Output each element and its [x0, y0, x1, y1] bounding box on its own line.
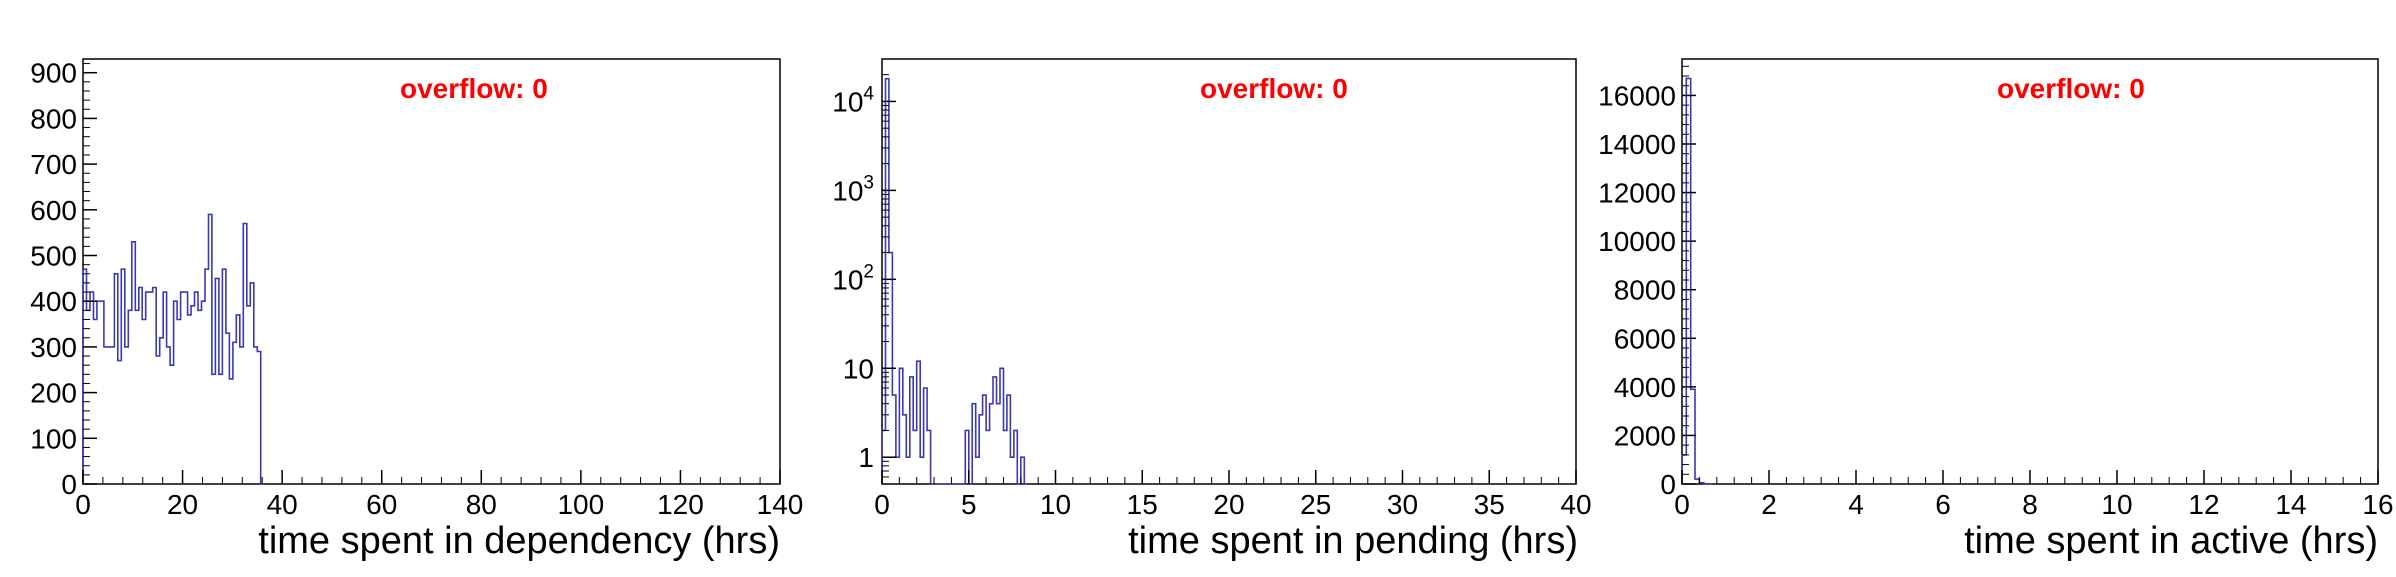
y-tick-label: 4000 [1614, 372, 1676, 403]
y-tick-label: 200 [30, 378, 77, 409]
y-tick-label: 2000 [1614, 420, 1676, 451]
x-tick-label: 40 [267, 489, 298, 520]
x-axis-title: time spent in active (hrs) [1964, 520, 2378, 562]
x-tick-label: 20 [167, 489, 198, 520]
y-tick-label: 12000 [1598, 178, 1676, 209]
x-tick-label: 60 [366, 489, 397, 520]
x-tick-label: 25 [1300, 489, 1331, 520]
x-tick-label: 4 [1848, 489, 1864, 520]
x-tick-label: 10 [1040, 489, 1071, 520]
x-tick-label: 0 [874, 489, 890, 520]
x-tick-label: 30 [1387, 489, 1418, 520]
y-tick-label: 700 [30, 149, 77, 180]
y-tick-label: 102 [832, 261, 874, 295]
active-histogram-panel: overflow: 0 time spent in active (hrs) 0… [1598, 58, 2394, 562]
x-tick-label: 20 [1213, 489, 1244, 520]
y-tick-label: 1 [858, 442, 874, 473]
histogram-series [82, 213, 265, 485]
y-tick-label: 16000 [1598, 80, 1676, 111]
plot-frame [1681, 58, 2379, 485]
y-tick-label: 900 [30, 58, 77, 89]
plot-frame [82, 58, 781, 485]
y-tick-label: 14000 [1598, 129, 1676, 160]
x-tick-label: 100 [557, 489, 604, 520]
y-tick-label: 8000 [1614, 275, 1676, 306]
x-tick-label: 6 [1935, 489, 1951, 520]
y-tick-label: 0 [61, 469, 77, 500]
x-tick-label: 120 [657, 489, 704, 520]
y-tick-label: 500 [30, 241, 77, 272]
histogram-series [1681, 77, 1713, 485]
x-tick-label: 40 [1560, 489, 1591, 520]
y-tick-label: 0 [1660, 469, 1676, 500]
overflow-label: overflow: 0 [400, 73, 548, 104]
x-tick-label: 8 [2022, 489, 2038, 520]
overflow-label: overflow: 0 [1200, 73, 1348, 104]
x-tick-label: 15 [1127, 489, 1158, 520]
x-tick-label: 5 [961, 489, 977, 520]
dependency-histogram-panel: overflow: 0 time spent in dependency (hr… [30, 58, 803, 562]
x-tick-label: 0 [1674, 489, 1690, 520]
y-tick-label: 800 [30, 103, 77, 134]
x-axis-title: time spent in dependency (hrs) [258, 520, 780, 562]
x-tick-label: 2 [1761, 489, 1777, 520]
y-tick-label: 104 [832, 83, 874, 117]
x-tick-label: 80 [466, 489, 497, 520]
x-tick-label: 0 [75, 489, 91, 520]
x-axis-title: time spent in pending (hrs) [1128, 520, 1578, 562]
y-tick-label: 10 [843, 353, 874, 384]
x-tick-label: 140 [757, 489, 804, 520]
y-tick-label: 100 [30, 423, 77, 454]
x-tick-label: 12 [2188, 489, 2219, 520]
y-tick-label: 6000 [1614, 323, 1676, 354]
y-tick-label: 400 [30, 286, 77, 317]
y-tick-label: 300 [30, 332, 77, 363]
overflow-label: overflow: 0 [1997, 73, 2145, 104]
y-tick-label: 10000 [1598, 226, 1676, 257]
y-tick-label: 600 [30, 195, 77, 226]
x-tick-label: 16 [2362, 489, 2393, 520]
histogram-series [881, 77, 1028, 485]
y-tick-label: 103 [832, 172, 874, 206]
x-tick-label: 35 [1474, 489, 1505, 520]
pending-histogram-panel: overflow: 0 time spent in pending (hrs) … [832, 58, 1592, 562]
x-tick-label: 10 [2101, 489, 2132, 520]
x-tick-label: 14 [2275, 489, 2306, 520]
